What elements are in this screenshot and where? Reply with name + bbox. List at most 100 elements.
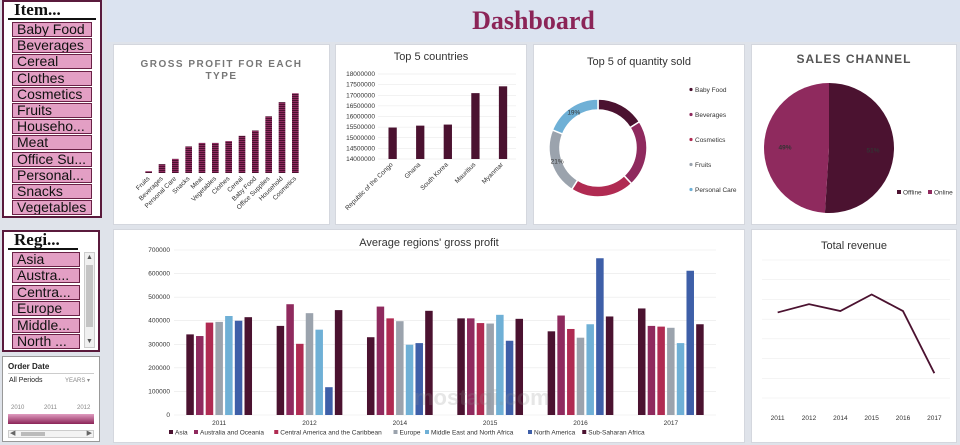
- region-slicer-option-0[interactable]: Asia: [12, 252, 80, 267]
- gross-profit-title: GROSS PROFIT FOR EACH TYPE: [140, 59, 303, 82]
- quantity-sold-legend-marker: [689, 137, 693, 142]
- regions-y-tick: 700000: [148, 247, 170, 254]
- item-slicer-option-0[interactable]: Baby Food: [12, 22, 92, 37]
- regions-bar: [557, 315, 565, 415]
- region-slicer-option-4[interactable]: Middle...: [12, 317, 80, 333]
- sales-channel-legend-marker: [928, 190, 932, 194]
- quantity-sold-legend-marker: [689, 187, 693, 192]
- regions-bar: [576, 337, 585, 415]
- timeline-scroll-thumb[interactable]: [21, 432, 45, 436]
- gross-profit-bar: [278, 102, 286, 173]
- timeline-title: Order Date: [8, 362, 50, 371]
- regions-bar: [215, 321, 223, 415]
- item-slicer-option-5[interactable]: Fruits: [12, 103, 92, 118]
- regions-y-tick: 200000: [148, 365, 170, 372]
- item-slicer-title: Item...: [8, 1, 96, 20]
- quantity-sold-data-label: 19%: [567, 109, 580, 116]
- regions-bar: [276, 325, 285, 415]
- scroll-down-icon[interactable]: ▼: [86, 338, 93, 345]
- regions-bar: [686, 270, 694, 415]
- regions-bar: [305, 313, 314, 415]
- quantity-sold-legend-marker: [689, 162, 693, 167]
- timeline-year-2011: 2011: [44, 405, 57, 411]
- quantity-sold-legend-label: Personal Care: [695, 187, 737, 194]
- gross-profit-bar: [145, 171, 152, 173]
- regions-legend-marker: [169, 430, 173, 434]
- quantity-sold-legend-label: Fruits: [695, 162, 712, 169]
- regions-bar: [296, 343, 304, 415]
- regions-bar: [547, 331, 556, 415]
- regions-bar: [286, 304, 294, 415]
- regions-bar: [696, 324, 704, 415]
- regions-legend-label: Europe: [400, 430, 421, 437]
- item-slicer-option-1[interactable]: Beverages: [12, 38, 92, 54]
- item-slicer-option-11[interactable]: Vegetables: [12, 200, 92, 216]
- regions-legend-label: Sub-Saharan Africa: [588, 430, 645, 437]
- regions-bar: [605, 316, 614, 415]
- regions-bar: [196, 336, 204, 415]
- regions-bar: [476, 323, 485, 415]
- top-countries-y-tick: 16000000: [346, 114, 375, 121]
- top-countries-y-tick: 15500000: [346, 124, 375, 131]
- regions-y-tick: 100000: [148, 388, 170, 395]
- region-slicer-option-3[interactable]: Europe: [12, 301, 80, 317]
- regions-y-tick: 0: [166, 412, 170, 419]
- regions-x-tick: 2014: [393, 420, 408, 427]
- regions-profit-chart: 0 100000 200000 300000 400000 500000 600000 700…: [148, 247, 716, 437]
- timeline-bar[interactable]: [8, 414, 94, 424]
- item-slicer-option-8[interactable]: Office Su...: [12, 151, 92, 167]
- item-slicer-option-3[interactable]: Clothes: [12, 70, 92, 86]
- timeline-scroll-left-icon[interactable]: ◀: [10, 430, 16, 437]
- item-slicer-option-9[interactable]: Personal...: [12, 167, 92, 183]
- page-title: Dashboard: [472, 6, 595, 35]
- top-countries-y-tick: 14000000: [346, 156, 375, 163]
- gross-profit-card: GROSS PROFIT FOR EACH TYPE Fruits Beverag…: [113, 44, 330, 225]
- regions-legend-marker: [274, 430, 279, 434]
- top-countries-category-label: Mauritius: [454, 161, 478, 185]
- item-slicer-option-7[interactable]: Meat: [12, 135, 92, 151]
- top-countries-bar: [416, 125, 425, 159]
- regions-legend-label: Asia: [175, 430, 188, 437]
- regions-bar: [186, 334, 194, 415]
- regions-bar: [325, 387, 333, 415]
- regions-x-tick: 2011: [212, 420, 226, 427]
- quantity-sold-legend-marker: [689, 112, 693, 117]
- top-countries-category-label: Ghana: [403, 161, 422, 180]
- regions-bar: [567, 328, 575, 415]
- top-countries-category-label: Myanmar: [481, 161, 506, 186]
- scroll-thumb[interactable]: [86, 265, 93, 327]
- item-slicer-option-10[interactable]: Snacks: [12, 184, 92, 199]
- top-countries-y-tick: 15000000: [346, 135, 375, 142]
- regions-bar: [457, 318, 465, 415]
- sales-channel-slice: [764, 83, 829, 213]
- item-slicer-option-4[interactable]: Cosmetics: [12, 86, 92, 102]
- sales-channel-data-label: 51%: [866, 147, 879, 154]
- region-slicer-option-5[interactable]: North ...: [12, 334, 80, 349]
- regions-bar: [637, 308, 646, 415]
- timeline-scrollbar[interactable]: ◀ ▶: [8, 430, 94, 438]
- timeline-year-2012: 2012: [77, 405, 91, 411]
- gross-profit-bar: [238, 135, 246, 173]
- total-revenue-card: Total revenue 2011 2012 2014 2015 2016 2017: [751, 229, 957, 443]
- scroll-up-icon[interactable]: ▲: [86, 254, 93, 261]
- region-slicer-option-2[interactable]: Centra...: [12, 284, 80, 300]
- item-slicer-option-6[interactable]: Househo...: [12, 119, 92, 135]
- gross-profit-bar: [185, 146, 192, 173]
- sales-channel-card: SALES CHANNEL 51% 49% Offline Online: [751, 44, 957, 225]
- sales-channel-legend-marker: [897, 190, 901, 194]
- timeline-scroll-right-icon[interactable]: ▶: [86, 430, 92, 437]
- timeline-level-dropdown[interactable]: YEARS ▾: [65, 378, 91, 384]
- regions-bar: [515, 318, 524, 415]
- region-slicer-option-1[interactable]: Austra...: [12, 268, 80, 284]
- sales-channel-slice: [824, 83, 895, 214]
- quantity-sold-legend-label: Baby Food: [695, 87, 727, 94]
- top-countries-y-tick: 16500000: [346, 103, 375, 110]
- regions-y-tick: 300000: [148, 341, 170, 348]
- item-slicer-option-2[interactable]: Cereal: [12, 54, 92, 70]
- region-scrollbar[interactable]: ▲ ▼: [84, 252, 95, 348]
- regions-legend-marker: [393, 430, 398, 434]
- regions-bar: [496, 314, 504, 415]
- regions-bar: [366, 337, 375, 415]
- regions-bar: [676, 343, 685, 415]
- regions-legend-label: Central America and the Caribbean: [280, 430, 382, 437]
